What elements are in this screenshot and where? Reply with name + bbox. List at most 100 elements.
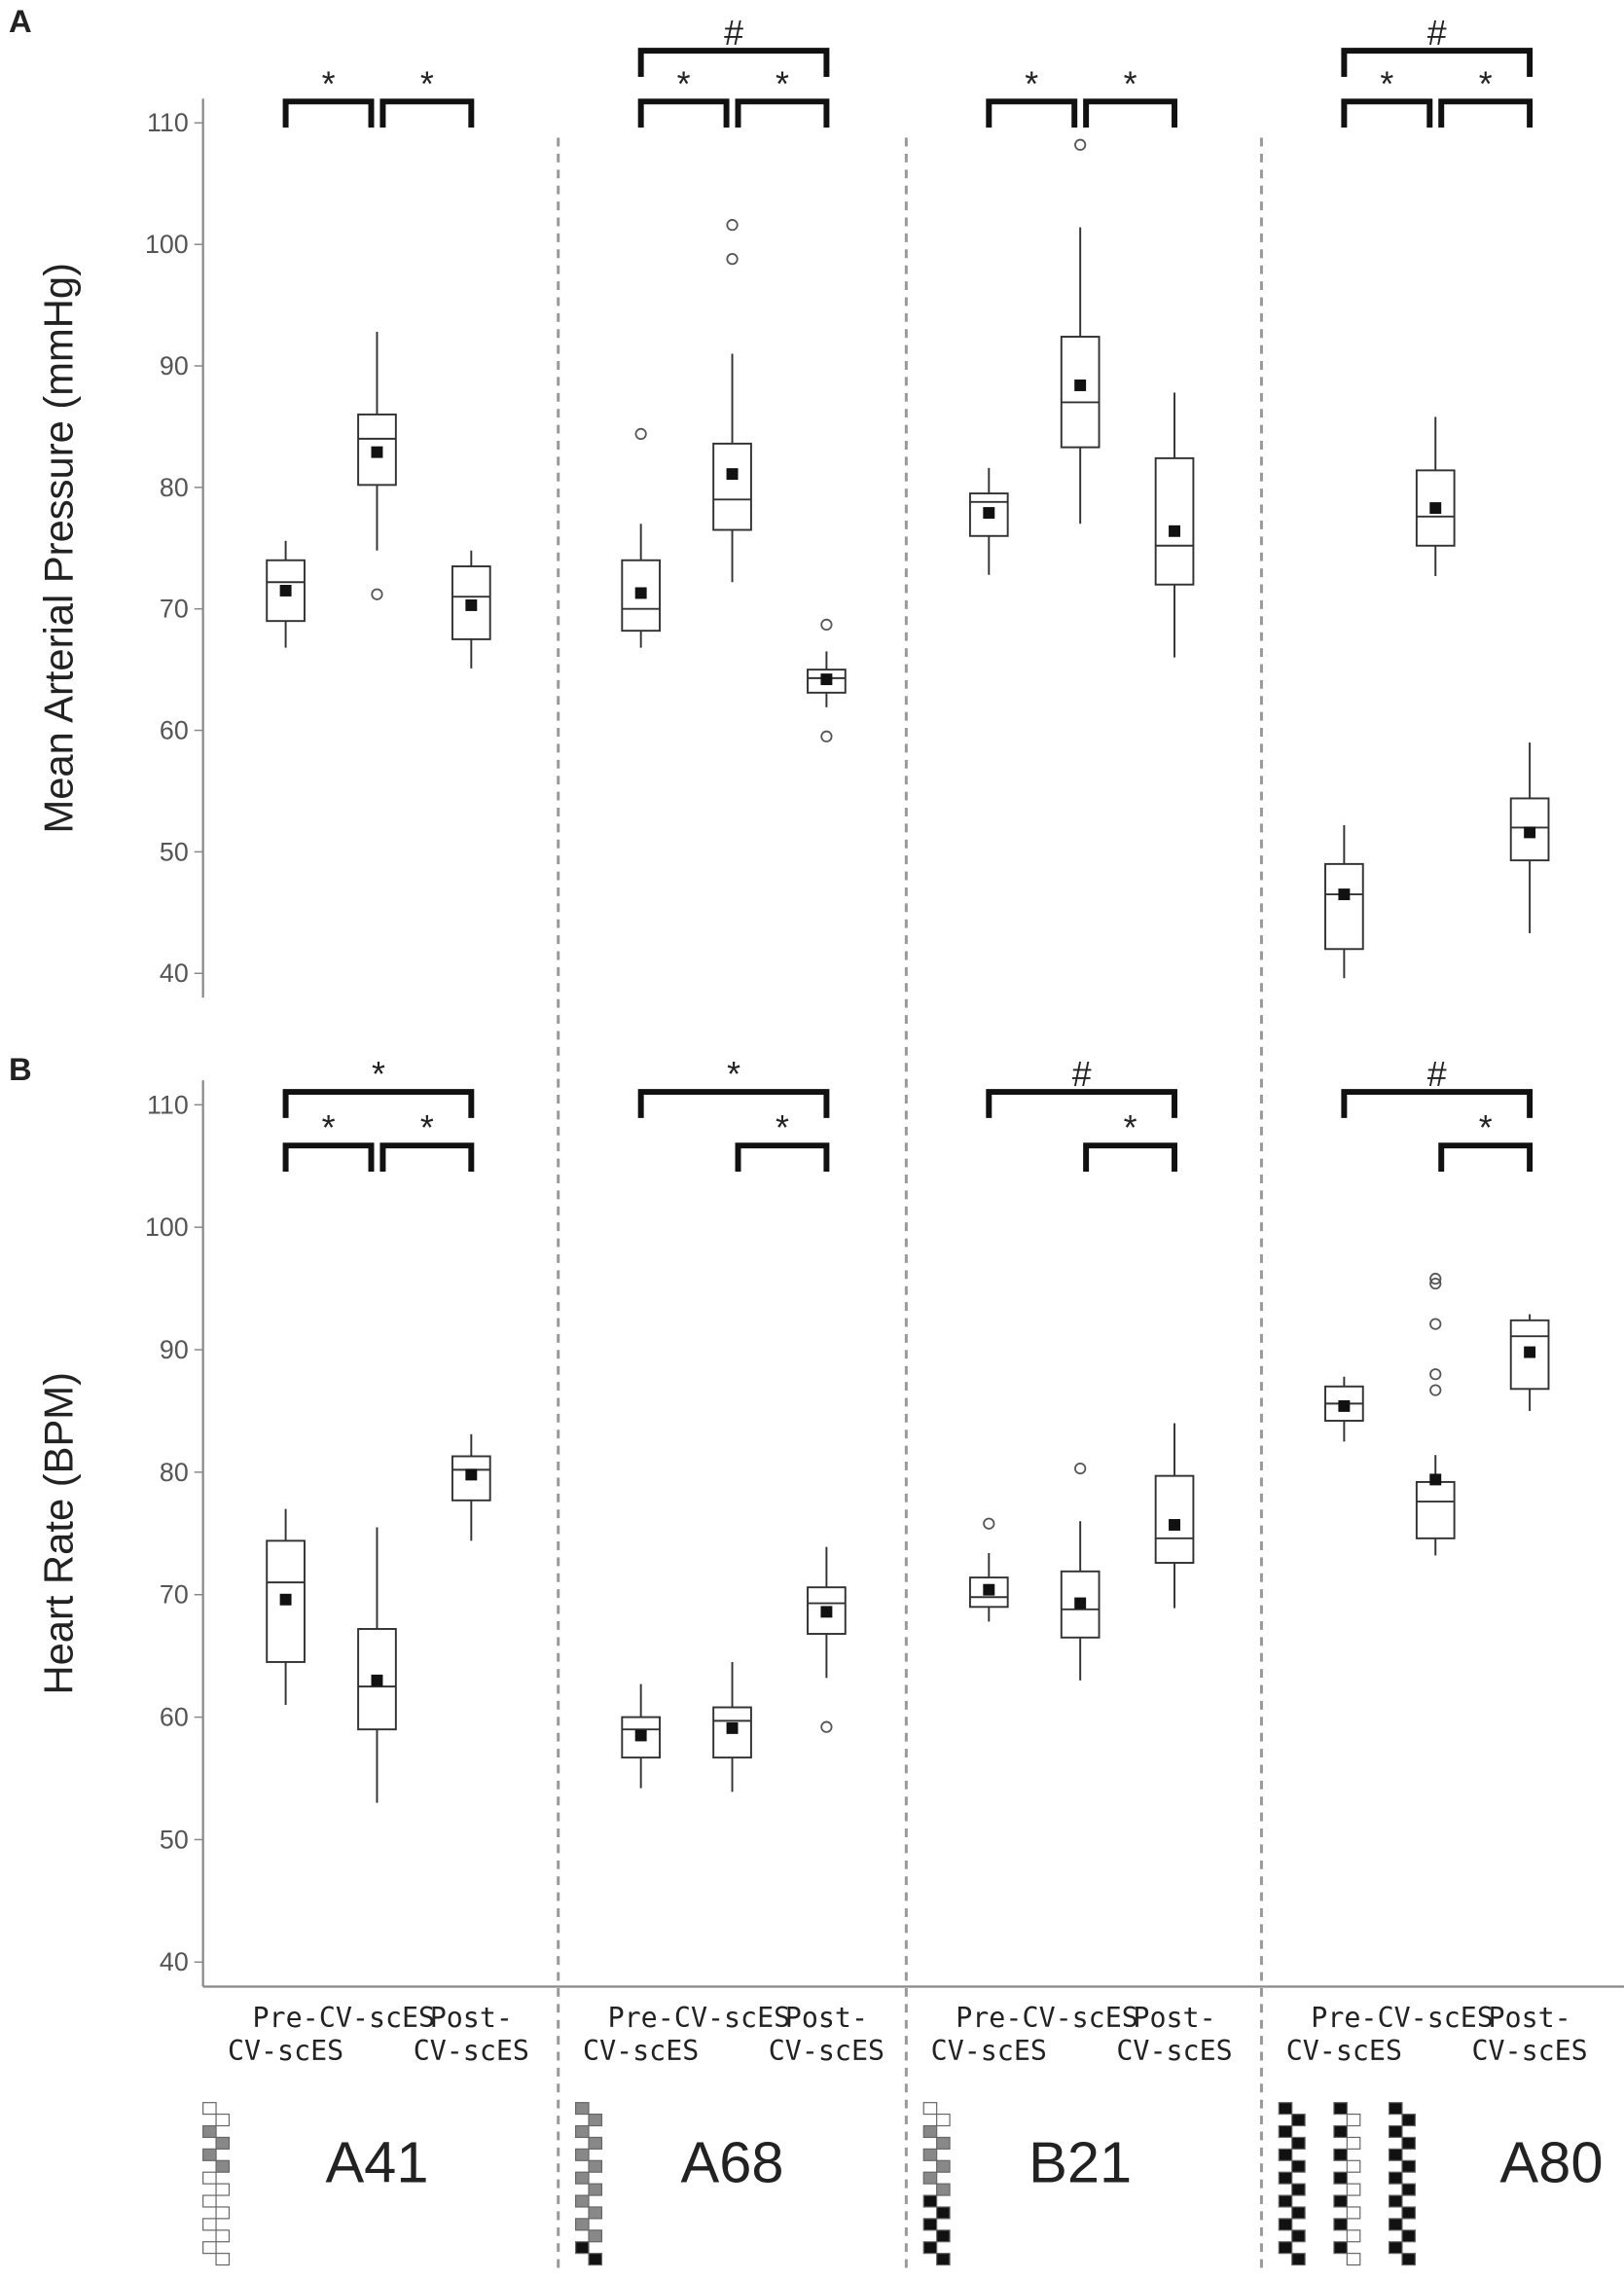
spine-segment bbox=[202, 2148, 217, 2161]
spine-segment bbox=[936, 2183, 951, 2196]
spine-segment bbox=[1346, 2159, 1361, 2173]
significance-label: * bbox=[776, 1108, 789, 1147]
spine-segment bbox=[588, 2229, 603, 2243]
spine-segment bbox=[1291, 2136, 1306, 2150]
y-tick-label: 50 bbox=[160, 1825, 189, 1854]
spine-segment bbox=[1278, 2124, 1293, 2139]
mean bbox=[820, 673, 833, 686]
spine-segment bbox=[1388, 2102, 1403, 2116]
y-tick-label: 70 bbox=[160, 595, 189, 624]
significance-bracket bbox=[1341, 1089, 1534, 1118]
significance-bracket bbox=[735, 1142, 830, 1173]
spine-segment bbox=[1278, 2194, 1293, 2208]
mean bbox=[1429, 1473, 1442, 1486]
spine-segment bbox=[922, 2102, 938, 2116]
x-tick-label: CV-scES bbox=[319, 2002, 435, 2034]
spine-segment bbox=[922, 2241, 938, 2255]
significance-bracket bbox=[735, 98, 830, 128]
spine-segment bbox=[1388, 2171, 1403, 2185]
spine-segment bbox=[936, 2159, 951, 2173]
y-tick-label: 100 bbox=[145, 230, 189, 259]
spine-segment bbox=[575, 2218, 590, 2231]
spine-segment bbox=[575, 2148, 590, 2161]
spine-segment bbox=[1333, 2148, 1348, 2161]
outlier bbox=[1074, 1462, 1087, 1475]
y-tick-label: 80 bbox=[160, 1458, 189, 1487]
significance-bracket bbox=[1438, 98, 1534, 128]
x-tick-label: Post-CV-scES bbox=[1116, 2002, 1232, 2067]
spine-segment bbox=[922, 2148, 938, 2161]
spine-segment bbox=[1291, 2206, 1306, 2220]
spine-segment bbox=[936, 2229, 951, 2243]
spine-segment bbox=[1346, 2114, 1361, 2127]
spine-segment bbox=[215, 2136, 231, 2150]
spine-segment bbox=[575, 2171, 590, 2185]
spine-segment bbox=[936, 2253, 951, 2266]
significance-label: * bbox=[677, 64, 691, 103]
significance-label: * bbox=[1380, 64, 1393, 103]
spine-segment bbox=[1346, 2229, 1361, 2243]
x-tick-label: Pre-CV-scES bbox=[1286, 2002, 1402, 2067]
spine-segment bbox=[202, 2124, 217, 2139]
spine-segment bbox=[575, 2194, 590, 2208]
y-axis-label: Heart Rate (BPM) bbox=[36, 1372, 82, 1695]
significance-label: * bbox=[420, 1108, 434, 1147]
significance-label: * bbox=[322, 64, 336, 103]
significance-bracket bbox=[637, 48, 830, 77]
x-tick-label: CV-scES bbox=[1378, 2002, 1494, 2034]
significance-bracket bbox=[637, 98, 730, 128]
spine-segment bbox=[1346, 2183, 1361, 2196]
outlier bbox=[1074, 138, 1087, 151]
spine-segment bbox=[922, 2171, 938, 2185]
spine-segment bbox=[1401, 2206, 1416, 2220]
outlier bbox=[634, 427, 647, 441]
spine-segment bbox=[1388, 2218, 1403, 2231]
significance-label: # bbox=[724, 14, 743, 53]
significance-bracket bbox=[986, 98, 1078, 128]
significance-bracket bbox=[1438, 1142, 1534, 1173]
spine-segment bbox=[922, 2194, 938, 2208]
spine-segment bbox=[202, 2194, 217, 2208]
spine-segment bbox=[588, 2114, 603, 2127]
mean bbox=[279, 585, 292, 597]
spine-segment bbox=[1388, 2194, 1403, 2208]
panel-label: B bbox=[9, 1051, 32, 1087]
spine-segment bbox=[202, 2171, 217, 2185]
spine-segment bbox=[588, 2159, 603, 2173]
y-tick-label: 40 bbox=[160, 959, 189, 988]
mean bbox=[1338, 888, 1351, 901]
box bbox=[1415, 1480, 1456, 1539]
spine-segment bbox=[1278, 2218, 1293, 2231]
outlier bbox=[726, 253, 739, 266]
spine-segment bbox=[1333, 2218, 1348, 2231]
x-tick-label: Pre-CV-scES bbox=[583, 2002, 699, 2067]
y-tick-label: 80 bbox=[160, 473, 189, 502]
outlier bbox=[371, 588, 383, 600]
x-tick-label: CV-scES bbox=[674, 2002, 790, 2034]
x-tick-label: Post-CV-scES bbox=[769, 2002, 884, 2067]
significance-label: * bbox=[1479, 1108, 1493, 1147]
significance-label: * bbox=[1479, 64, 1493, 103]
mean bbox=[465, 1468, 478, 1481]
spine-segment bbox=[1333, 2124, 1348, 2139]
outlier bbox=[1429, 1318, 1442, 1330]
spine-segment bbox=[575, 2124, 590, 2139]
subject-label: B21 bbox=[1029, 2130, 1132, 2195]
spine-segment bbox=[1401, 2136, 1416, 2150]
x-tick-label: Post-CV-scES bbox=[1471, 2002, 1587, 2067]
mean bbox=[1524, 1346, 1536, 1358]
outlier bbox=[1429, 1384, 1442, 1396]
mean bbox=[726, 468, 739, 481]
spine-segment bbox=[575, 2241, 590, 2255]
outlier bbox=[1429, 1277, 1442, 1290]
y-tick-label: 100 bbox=[145, 1212, 189, 1242]
mean bbox=[726, 1721, 739, 1734]
mean bbox=[1074, 380, 1087, 391]
spine-segment bbox=[1401, 2229, 1416, 2243]
spine-segment bbox=[936, 2114, 951, 2127]
spine-segment bbox=[1401, 2253, 1416, 2266]
box bbox=[266, 1539, 306, 1663]
outlier bbox=[1429, 1368, 1442, 1381]
mean bbox=[1169, 525, 1180, 537]
